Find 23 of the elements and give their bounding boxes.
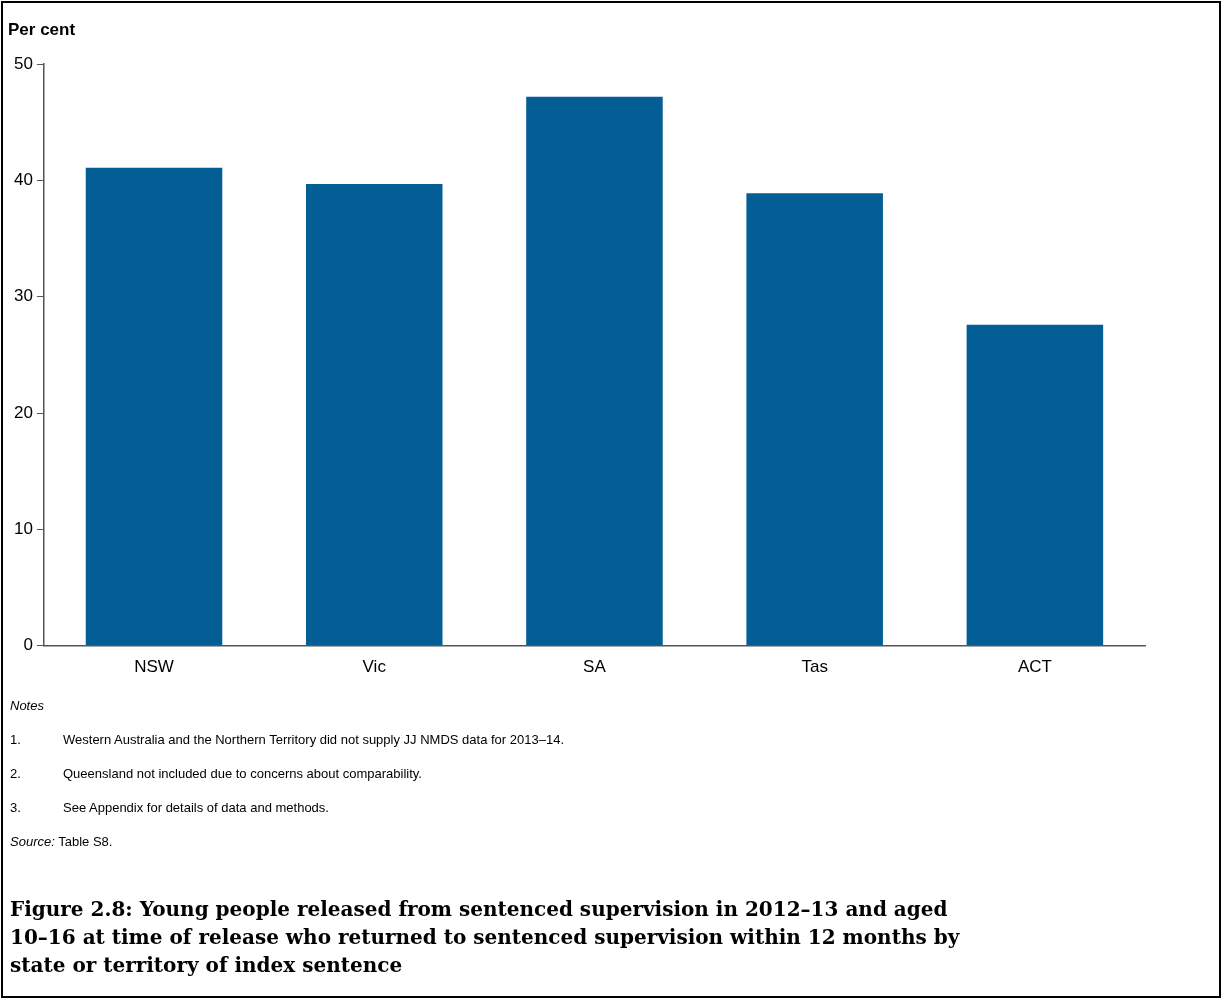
bar: [746, 193, 883, 646]
y-axis-title: Per cent: [8, 20, 76, 40]
x-tick-label: Tas: [801, 657, 828, 677]
y-tick-label: 30: [13, 286, 33, 306]
bar: [526, 96, 663, 646]
bar: [305, 183, 443, 646]
y-tick-label: 0: [23, 635, 33, 655]
y-tick-label: 20: [13, 402, 33, 422]
x-tick-label: NSW: [134, 657, 174, 677]
x-tick-label: SA: [583, 657, 607, 677]
x-tick-label: ACT: [1017, 657, 1052, 677]
y-tick-label: 40: [13, 170, 33, 190]
x-tick-label: Vic: [362, 657, 387, 677]
source-note: Source: Table S8.: [10, 834, 114, 849]
text: 2. Queensland not included due to concerns about comparability.: [10, 766, 422, 781]
bar: [966, 324, 1104, 646]
text: 1. Western Australia and the Northern Territory did not supply JJ NMDS data for 2013–14.: [10, 732, 565, 747]
bar: [85, 167, 223, 646]
text: Notes: [10, 698, 45, 713]
text: 3. See Appendix for details of data and methods.: [10, 800, 329, 815]
y-tick-label: 10: [13, 519, 33, 539]
text: Figure 2.8: Young people released from sentenced supervision in 2012–13 and aged 10–16 at time of release who returned to sentenced supervision within 12 months by state or territory of index sentence: [10, 896, 961, 979]
y-tick-label: 50: [13, 53, 33, 73]
